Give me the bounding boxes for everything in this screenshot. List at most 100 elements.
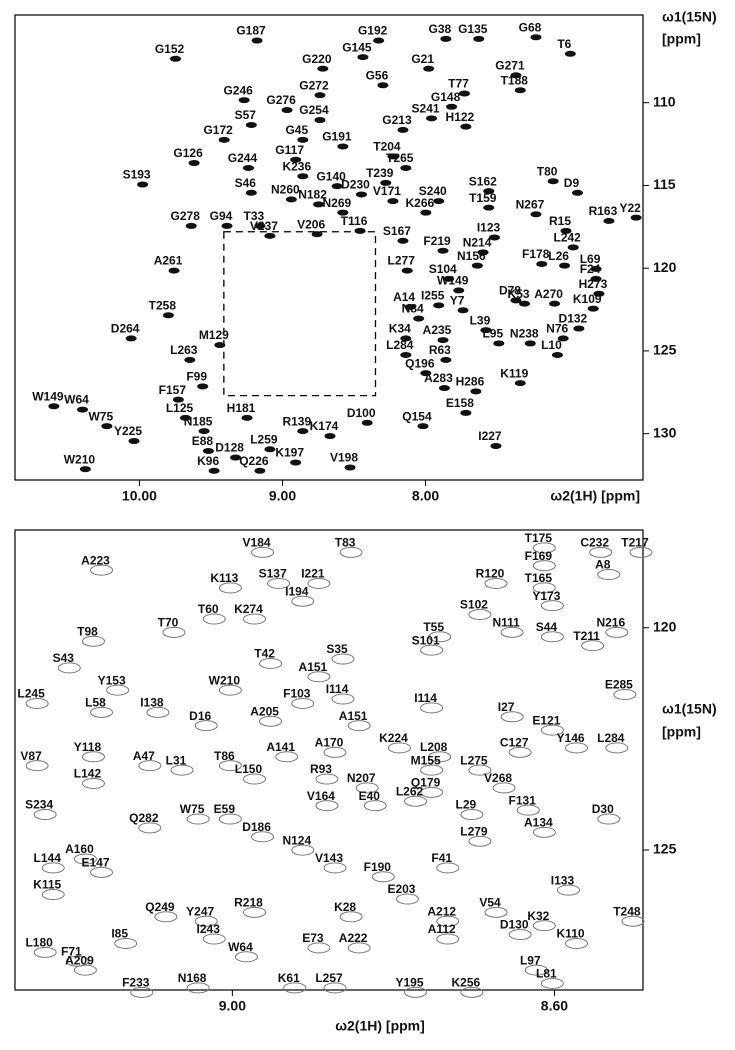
- peak-contour: [559, 262, 571, 269]
- peak-contour: [344, 464, 356, 471]
- peak-label: D186: [242, 820, 271, 834]
- peak-contour: [313, 201, 325, 208]
- peak-contour: [347, 942, 371, 954]
- peak-contour: [597, 569, 621, 581]
- peak-contour: [254, 222, 266, 229]
- peak-contour: [354, 227, 366, 234]
- peak-contour: [172, 396, 184, 403]
- peak-contour: [101, 423, 113, 430]
- peak-label: S101: [412, 633, 440, 647]
- peak-contour: [202, 613, 226, 625]
- peak-contour: [283, 982, 307, 994]
- peak-label: K174: [310, 419, 339, 433]
- peak-label: I123: [477, 221, 501, 235]
- peak-contour: [549, 300, 561, 307]
- peak-label: A283: [424, 371, 453, 385]
- peak-label: L257: [315, 971, 343, 985]
- peak-contour: [242, 164, 254, 171]
- peak-label: A151: [299, 660, 328, 674]
- peak-label: V206: [297, 217, 325, 231]
- peak-label: T159: [469, 191, 497, 205]
- peak-label: N267: [516, 197, 545, 211]
- peak-contour: [433, 302, 445, 309]
- peak-label: F99: [186, 370, 207, 384]
- peak-label: G21: [411, 52, 434, 66]
- peak-label: L125: [166, 401, 194, 415]
- peak-contour: [130, 986, 154, 998]
- peak-contour: [307, 671, 331, 683]
- peak-label: E285: [605, 678, 633, 692]
- peak-label: L10: [541, 338, 562, 352]
- peak-label: E203: [387, 882, 415, 896]
- peak-contour: [387, 742, 411, 754]
- peak-label: T116: [341, 214, 368, 228]
- peak-contour: [259, 715, 283, 727]
- peak-label: L245: [17, 687, 45, 701]
- peak-label: I255: [421, 288, 445, 302]
- peak-contour: [540, 600, 564, 612]
- y-tick-label: 130: [653, 424, 677, 440]
- peak-label: K96: [197, 454, 219, 468]
- peak-contour: [180, 414, 192, 421]
- peak-contour: [324, 433, 336, 440]
- peak-contour: [564, 50, 576, 57]
- peak-contour: [500, 626, 524, 638]
- peak-contour: [440, 35, 452, 42]
- peak-label: D100: [347, 406, 376, 420]
- peak-label: D30: [592, 802, 614, 816]
- peak-label: A47: [133, 749, 155, 763]
- peak-label: R139: [282, 414, 311, 428]
- peak-contour: [297, 428, 309, 435]
- peak-contour: [77, 406, 89, 413]
- peak-label: G278: [171, 209, 201, 223]
- top-plot-frame: [14, 14, 644, 481]
- peak-label: N238: [510, 327, 539, 341]
- peak-label: D264: [111, 322, 140, 336]
- peak-label: S35: [326, 642, 348, 656]
- peak-label: L58: [85, 696, 106, 710]
- peak-contour: [81, 635, 105, 647]
- peak-contour: [73, 853, 97, 865]
- peak-label: G117: [275, 143, 304, 157]
- x-tick-label: 8.00: [412, 488, 439, 504]
- peak-label: W210: [209, 673, 241, 687]
- peak-label: S44: [536, 620, 558, 634]
- peak-label: L284: [597, 731, 625, 745]
- peak-label: H286: [456, 375, 485, 389]
- peak-label: L97: [520, 953, 541, 967]
- peak-label: D132: [559, 312, 588, 326]
- peak-label: V237: [250, 219, 278, 233]
- peak-label: E88: [192, 434, 214, 448]
- peak-label: F178: [522, 247, 550, 261]
- peak-contour: [590, 265, 602, 272]
- peak-contour: [57, 662, 81, 674]
- peak-contour: [540, 724, 564, 736]
- peak-contour: [480, 327, 492, 334]
- peak-label: F190: [364, 860, 392, 874]
- peak-label: F219: [423, 234, 451, 248]
- peak-label: G276: [266, 93, 296, 107]
- peak-label: S137: [259, 567, 287, 581]
- peak-contour: [440, 356, 452, 363]
- peak-contour: [41, 889, 65, 901]
- peak-contour: [420, 644, 444, 656]
- peak-contour: [532, 560, 556, 572]
- peak-label: K197: [275, 446, 304, 460]
- peak-label: A151: [339, 709, 368, 723]
- peak-contour: [218, 684, 242, 696]
- peak-label: F24: [580, 262, 601, 276]
- peak-contour: [315, 773, 339, 785]
- peak-label: T42: [254, 647, 275, 661]
- peak-contour: [603, 217, 615, 224]
- peak-label: L144: [34, 851, 62, 865]
- peak-contour: [565, 742, 589, 754]
- peak-contour: [168, 267, 180, 274]
- peak-contour: [254, 467, 266, 474]
- peak-label: E158: [446, 396, 474, 410]
- zoom-box: [223, 231, 377, 397]
- peak-label: L262: [396, 784, 424, 798]
- peak-label: A223: [81, 553, 110, 567]
- peak-label: N216: [596, 616, 625, 630]
- peak-contour: [484, 577, 508, 589]
- peak-label: T265: [386, 151, 414, 165]
